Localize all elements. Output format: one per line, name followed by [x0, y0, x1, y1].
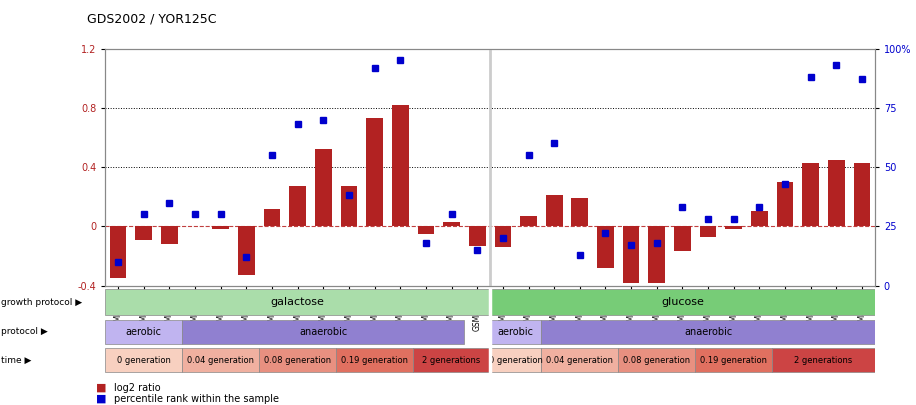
Bar: [289, 186, 306, 226]
Text: protocol ▶: protocol ▶: [1, 327, 48, 337]
Bar: [392, 105, 409, 226]
Text: anaerobic: anaerobic: [684, 327, 732, 337]
Bar: [828, 160, 845, 226]
Text: anaerobic: anaerobic: [300, 327, 347, 337]
Bar: [649, 226, 665, 283]
Bar: [777, 182, 793, 226]
Text: 0 generation: 0 generation: [489, 356, 542, 365]
Bar: [213, 226, 229, 229]
Bar: [700, 226, 716, 237]
Text: 0.19 generation: 0.19 generation: [700, 356, 768, 365]
Bar: [618, 348, 695, 372]
Bar: [182, 348, 259, 372]
Bar: [802, 163, 819, 226]
Text: 0.08 generation: 0.08 generation: [623, 356, 691, 365]
Bar: [623, 226, 639, 283]
Bar: [469, 226, 485, 245]
Bar: [490, 320, 541, 344]
Text: percentile rank within the sample: percentile rank within the sample: [114, 394, 279, 404]
Bar: [105, 348, 182, 372]
Bar: [366, 118, 383, 226]
Bar: [520, 216, 537, 226]
Text: growth protocol ▶: growth protocol ▶: [1, 298, 82, 307]
Bar: [161, 226, 178, 244]
Bar: [336, 348, 413, 372]
Bar: [490, 289, 875, 315]
Bar: [105, 320, 182, 344]
Bar: [182, 320, 464, 344]
Text: time ▶: time ▶: [1, 356, 31, 365]
Text: aerobic: aerobic: [125, 327, 162, 337]
Text: ■: ■: [96, 394, 106, 404]
Bar: [443, 222, 460, 226]
Bar: [495, 226, 511, 247]
Bar: [541, 348, 618, 372]
Bar: [751, 211, 768, 226]
Text: 0 generation: 0 generation: [117, 356, 170, 365]
Bar: [110, 226, 126, 278]
Bar: [541, 320, 875, 344]
Bar: [490, 348, 541, 372]
Bar: [597, 226, 614, 268]
Bar: [695, 348, 772, 372]
Bar: [572, 198, 588, 226]
Bar: [105, 289, 490, 315]
Text: galactose: galactose: [271, 297, 324, 307]
Text: aerobic: aerobic: [497, 327, 534, 337]
Bar: [546, 195, 562, 226]
Text: GDS2002 / YOR125C: GDS2002 / YOR125C: [87, 12, 216, 25]
Bar: [264, 209, 280, 226]
Bar: [136, 226, 152, 240]
Bar: [772, 348, 875, 372]
Text: 0.04 generation: 0.04 generation: [187, 356, 255, 365]
Text: 2 generations: 2 generations: [794, 356, 853, 365]
Text: 0.04 generation: 0.04 generation: [546, 356, 614, 365]
Bar: [238, 226, 255, 275]
Bar: [674, 226, 691, 252]
Text: glucose: glucose: [661, 297, 703, 307]
Bar: [341, 186, 357, 226]
Text: 0.19 generation: 0.19 generation: [341, 356, 409, 365]
Bar: [725, 226, 742, 229]
Bar: [854, 163, 870, 226]
Text: 0.08 generation: 0.08 generation: [264, 356, 332, 365]
Bar: [315, 149, 332, 226]
Text: ■: ■: [96, 383, 106, 393]
Text: 2 generations: 2 generations: [422, 356, 481, 365]
Text: log2 ratio: log2 ratio: [114, 383, 161, 393]
Bar: [418, 226, 434, 234]
Bar: [413, 348, 490, 372]
Bar: [259, 348, 336, 372]
